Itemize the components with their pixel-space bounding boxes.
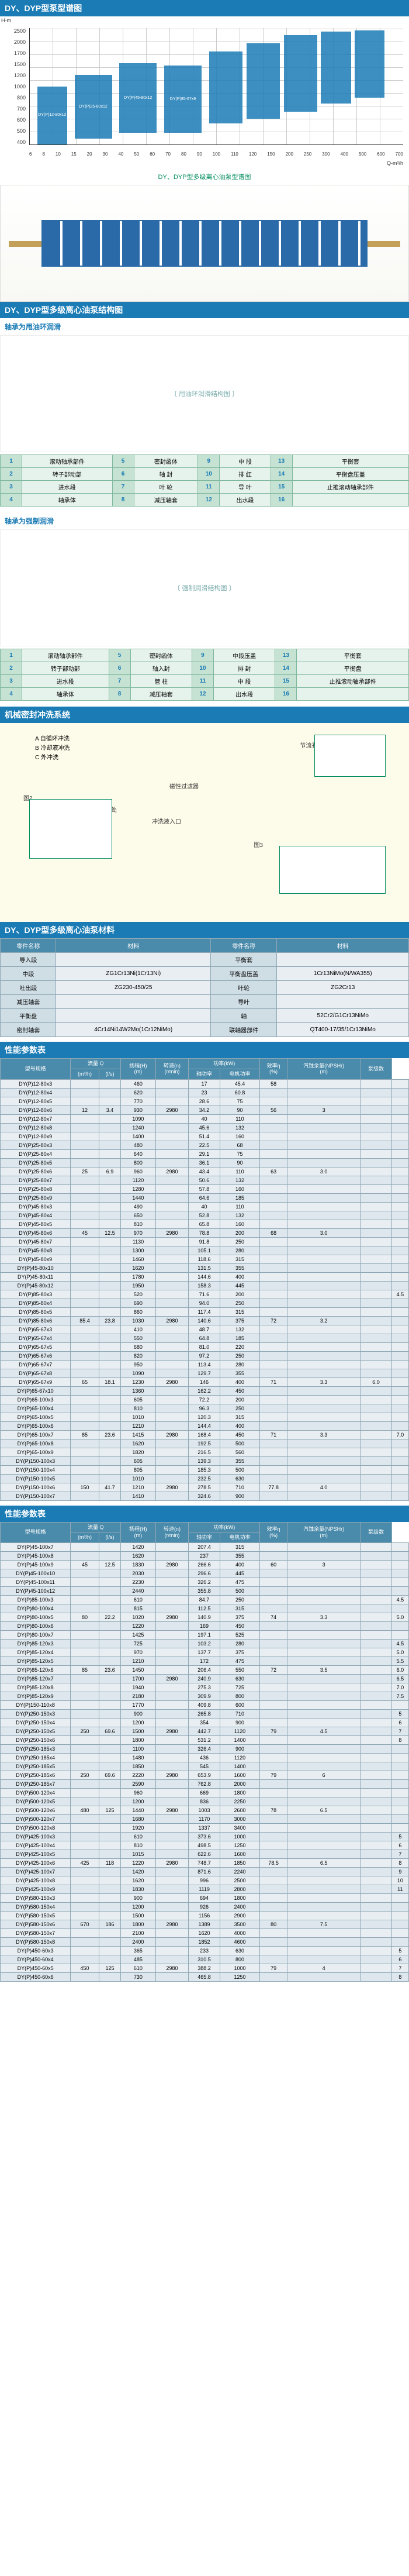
pump-cutaway-diagram <box>0 185 409 302</box>
spectrum-chart: H-m 400500600700800100012001500170020002… <box>0 16 409 168</box>
parts-table-oilring: 1滚动轴承部件5密封函体9中 段13平衡套2转子部动部6轴 封10排 红14平衡… <box>0 454 409 507</box>
force-drawing: 〔 强制润滑结构图 〕 <box>0 529 409 646</box>
section-title-material: DY、DYP型多级离心油泵材料 <box>0 922 409 938</box>
oilring-drawing: 〔 甩油环润滑结构图 〕 <box>0 335 409 452</box>
label-fig3: 图3 <box>254 840 263 849</box>
parts-table-force: 1滚动轴承部件5密封函体9中段压盖13平衡套2转子部动部6轴入封10排 封14平… <box>0 649 409 701</box>
subtitle-oilring: 轴承为甩油环润滑 <box>0 318 409 335</box>
y-axis-label: H-m <box>1 18 11 23</box>
performance-table-1: 型号规格流量 Q扬程(H)(m)转速(n)(r/min)功率(kW)效率η(%)… <box>0 1058 409 1501</box>
x-axis-label: Q-m³/h <box>387 160 403 166</box>
section-title-structure: DY、DYP型多级离心油泵结构图 <box>0 302 409 318</box>
material-table: 零件名称材料零件名称材料导入段平衡套中段ZG1Cr13Ni(1Cr13Ni)平衡… <box>0 938 409 1037</box>
performance-table-2: 型号规格流量 Q扬程(H)(m)转速(n)(r/min)功率(kW)效率η(%)… <box>0 1522 409 1982</box>
section-title-perf1: 性能参数表 <box>0 1042 409 1058</box>
section-title-perf2: 性能参数表 <box>0 1506 409 1522</box>
label-filter: 磁性过滤器 <box>169 781 199 790</box>
flush-diagram: A 自循环冲洗B 冷却液冲洗C 外冲洗 图1 图2 图3 冲洗液入口第一级叶轮进… <box>0 723 409 922</box>
chart-caption: DY、DYP型多级离心油泵型谱图 <box>0 168 409 185</box>
subtitle-force: 轴承为强制润滑 <box>0 512 409 529</box>
section-title-flush: 机械密封冲洗系统 <box>0 707 409 723</box>
label-inlet: 冲洗液入口 <box>152 817 181 825</box>
section-title-chart: DY、DYP型泵型谱图 <box>0 0 409 16</box>
